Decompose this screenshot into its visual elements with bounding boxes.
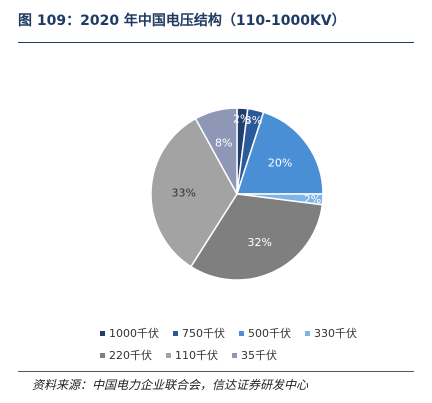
legend-item: 110千伏: [166, 347, 218, 363]
legend-swatch: [305, 330, 310, 336]
chart-title: 图 109：2020 年中国电压结构（110-1000KV）: [18, 13, 346, 29]
legend-item: 750千伏: [173, 325, 225, 341]
legend-swatch: [100, 330, 105, 336]
legend-swatch: [239, 330, 244, 336]
pie-slice-500千伏: [235, 111, 324, 195]
legend-label: 500千伏: [248, 327, 291, 340]
chart-legend: 1000千伏 750千伏 500千伏 330千伏 220千伏 110千伏 35千伏: [100, 322, 400, 366]
pie-slice-35千伏: [194, 107, 238, 195]
source-note: 资料来源：中国电力企业联合会，信达证券研发中心: [32, 378, 309, 392]
legend-row: 220千伏 110千伏 35千伏: [100, 344, 400, 366]
legend-label: 35千伏: [241, 349, 277, 362]
legend-label: 330千伏: [314, 327, 357, 340]
slice-data-label: 3%: [245, 114, 262, 127]
legend-label: 750千伏: [182, 327, 225, 340]
legend-swatch: [166, 352, 171, 358]
legend-item: 35千伏: [232, 347, 277, 363]
slice-data-label: 32%: [247, 236, 271, 249]
source-divider: [18, 371, 414, 372]
legend-swatch: [173, 330, 178, 336]
legend-item: 330千伏: [305, 325, 357, 341]
legend-item: 1000千伏: [100, 325, 159, 341]
pie-chart: 2%3%20%2%32%33%8%: [150, 107, 324, 281]
slice-data-label: 2%: [304, 193, 321, 206]
slice-data-label: 2%: [233, 112, 250, 125]
slice-data-label: 8%: [215, 136, 232, 149]
title-divider: [18, 42, 414, 43]
legend-label: 110千伏: [175, 349, 218, 362]
legend-swatch: [232, 352, 237, 358]
legend-row: 1000千伏 750千伏 500千伏 330千伏: [100, 322, 400, 344]
legend-label: 1000千伏: [109, 327, 159, 340]
legend-item: 220千伏: [100, 347, 152, 363]
slice-data-label: 33%: [171, 186, 195, 199]
legend-swatch: [100, 352, 105, 358]
legend-label: 220千伏: [109, 349, 152, 362]
legend-item: 500千伏: [239, 325, 291, 341]
slice-data-label: 20%: [268, 157, 292, 170]
